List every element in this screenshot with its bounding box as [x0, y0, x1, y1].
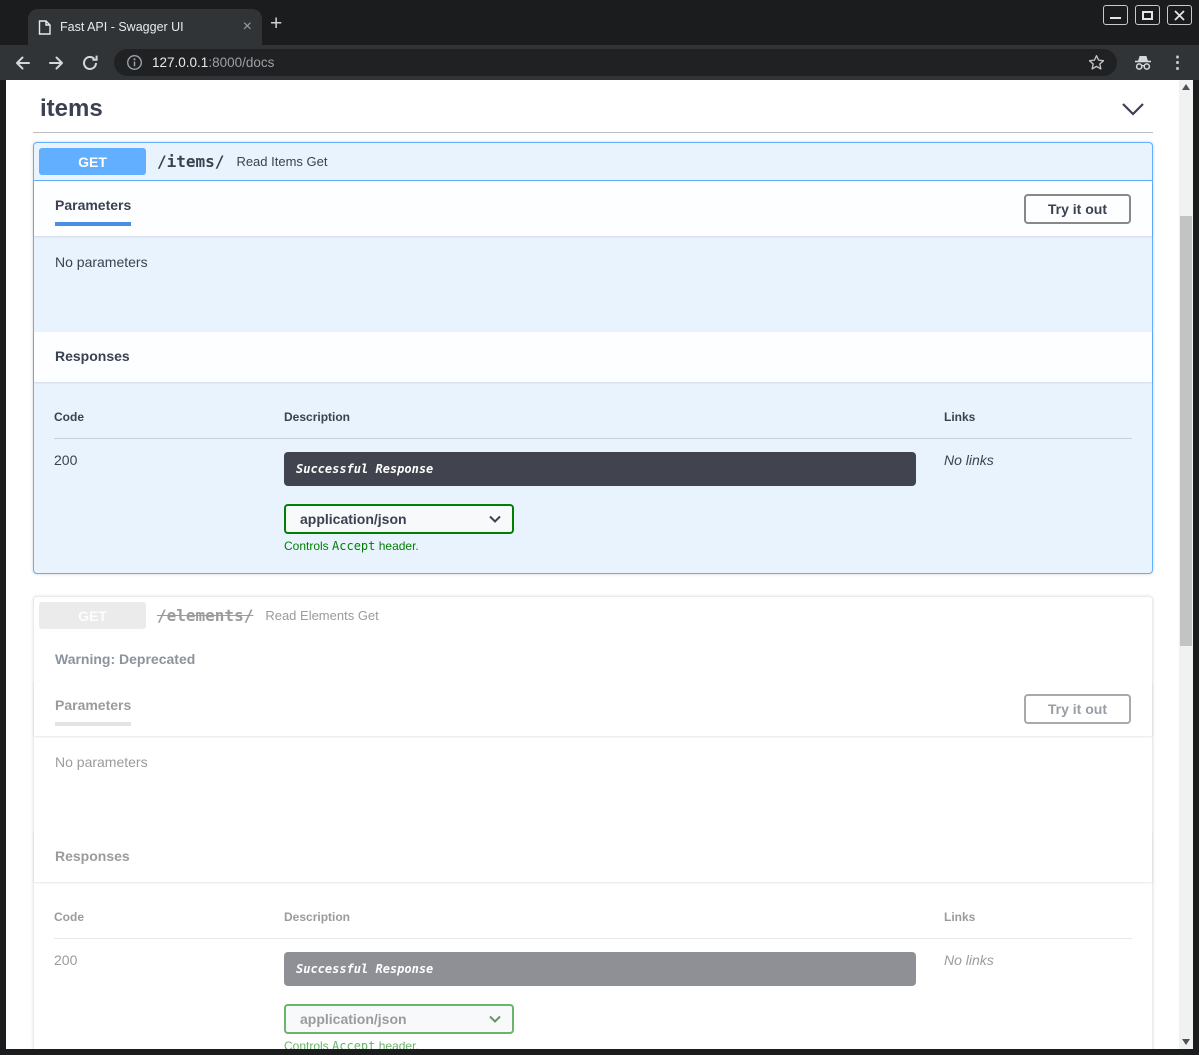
tag-section-header[interactable]: items	[33, 91, 1153, 132]
response-code: 200	[54, 452, 78, 468]
minimize-button[interactable]	[1103, 5, 1128, 25]
site-info-icon[interactable]	[126, 54, 143, 71]
tag-title: items	[40, 95, 103, 122]
col-header-description: Description	[284, 910, 944, 939]
tag-divider	[33, 132, 1153, 133]
response-links: No links	[944, 452, 994, 468]
media-type-select[interactable]: application/json	[284, 504, 514, 534]
forward-button[interactable]	[47, 54, 66, 72]
scroll-up-icon	[1182, 84, 1190, 90]
tab-parameters[interactable]: Parameters	[55, 691, 132, 726]
browser-toolbar: 127.0.0.1:8000/docs ⋮	[0, 45, 1199, 80]
back-button[interactable]	[13, 54, 32, 72]
scrollbar-thumb[interactable]	[1180, 216, 1192, 646]
scroll-down-button[interactable]	[1179, 1035, 1193, 1049]
no-parameters-text: No parameters	[55, 254, 148, 270]
minimize-icon	[1110, 17, 1121, 19]
response-description-cell: Successful Response application/json Con…	[284, 939, 944, 1049]
col-header-code: Code	[54, 910, 284, 939]
method-badge: GET	[39, 148, 146, 175]
page-scrollbar[interactable]	[1179, 80, 1193, 1049]
browser-titlebar: Fast API - Swagger UI × +	[0, 0, 1199, 45]
response-description: Successful Response	[284, 952, 916, 986]
col-header-description: Description	[284, 410, 944, 439]
tab-title: Fast API - Swagger UI	[60, 20, 184, 34]
browser-menu-button[interactable]: ⋮	[1169, 52, 1186, 72]
url-path: :8000/docs	[208, 55, 275, 70]
back-arrow-icon	[16, 56, 30, 69]
try-it-out-button[interactable]: Try it out	[1023, 693, 1131, 724]
reload-icon	[83, 55, 98, 70]
maximize-icon	[1142, 10, 1153, 20]
reload-button[interactable]	[81, 54, 99, 72]
parameters-header: Parameters Try it out	[34, 181, 1152, 236]
accept-header-hint: Controls Accept header.	[284, 539, 419, 553]
url-text[interactable]: 127.0.0.1:8000/docs	[152, 55, 1079, 70]
opblock-summary[interactable]: GET /items/ Read Items Get	[34, 143, 1152, 181]
endpoint-summary: Read Elements Get	[265, 608, 379, 623]
browser-viewport: items GET /items/ Read Items Get Paramet…	[6, 80, 1193, 1049]
responses-table: Code Description Links 200 Successful Re…	[34, 382, 1152, 573]
window-controls	[1103, 5, 1192, 25]
deprecated-warning: Warning: Deprecated	[55, 651, 196, 667]
browser-tab[interactable]: Fast API - Swagger UI ×	[28, 9, 262, 45]
incognito-icon	[1132, 53, 1154, 72]
endpoint-summary: Read Items Get	[236, 154, 328, 169]
no-parameters-text: No parameters	[55, 754, 148, 770]
tab-parameters[interactable]: Parameters	[55, 191, 132, 226]
url-bar[interactable]: 127.0.0.1:8000/docs	[114, 49, 1117, 76]
response-links: No links	[944, 952, 994, 968]
col-header-links: Links	[944, 910, 1132, 939]
opblock-get-items: GET /items/ Read Items Get Parameters Tr…	[33, 142, 1153, 574]
page-favicon-icon	[38, 19, 51, 35]
method-badge: GET	[39, 602, 146, 629]
responses-table: Code Description Links 200 Successful Re…	[34, 882, 1152, 1049]
bookmark-star-icon[interactable]	[1088, 54, 1105, 71]
response-description-cell: Successful Response application/json Con…	[284, 439, 944, 553]
accept-header-hint: Controls Accept header.	[284, 1039, 419, 1049]
parameters-header: Parameters Try it out	[34, 681, 1152, 736]
scroll-up-button[interactable]	[1179, 80, 1193, 94]
new-tab-button[interactable]: +	[270, 12, 283, 35]
url-host: 127.0.0.1	[152, 55, 209, 70]
close-icon	[1174, 9, 1185, 21]
response-code: 200	[54, 952, 78, 968]
response-description: Successful Response	[284, 452, 916, 486]
responses-title: Responses	[55, 348, 130, 364]
forward-arrow-icon	[49, 56, 63, 69]
tab-close-icon[interactable]: ×	[242, 18, 252, 35]
opblock-get-elements-deprecated: GET /elements/ Read Elements Get Warning…	[33, 596, 1153, 1049]
media-type-select[interactable]: application/json	[284, 1004, 514, 1034]
maximize-button[interactable]	[1135, 5, 1160, 25]
responses-header: Responses	[34, 332, 1152, 382]
media-type-value: application/json	[300, 511, 407, 527]
media-type-value: application/json	[300, 1011, 407, 1027]
responses-header: Responses	[34, 832, 1152, 882]
col-header-code: Code	[54, 410, 284, 439]
select-chevron-icon	[489, 1015, 501, 1023]
endpoint-path: /items/	[157, 152, 225, 171]
opblock-summary[interactable]: GET /elements/ Read Elements Get	[34, 597, 1152, 634]
col-header-links: Links	[944, 410, 1132, 439]
scroll-down-icon	[1182, 1039, 1190, 1045]
close-button[interactable]	[1167, 5, 1192, 25]
swagger-page: items GET /items/ Read Items Get Paramet…	[6, 80, 1179, 1049]
try-it-out-button[interactable]: Try it out	[1023, 193, 1131, 224]
responses-title: Responses	[55, 848, 130, 864]
select-chevron-icon	[489, 515, 501, 523]
chevron-down-icon[interactable]	[1121, 102, 1145, 116]
endpoint-path: /elements/	[157, 606, 254, 625]
